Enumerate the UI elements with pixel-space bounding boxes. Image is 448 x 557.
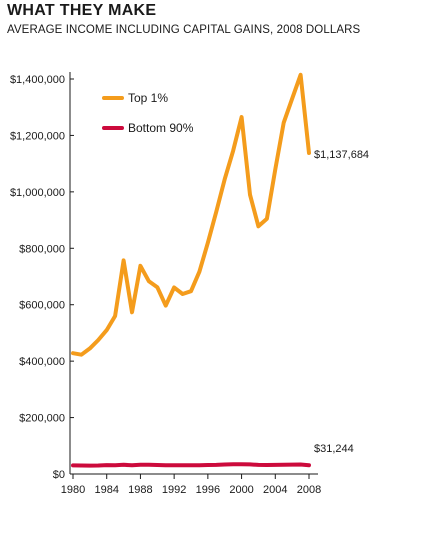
series-line (71, 462, 311, 468)
legend-label: Top 1% (128, 91, 168, 105)
x-tick-label: 1992 (162, 484, 186, 496)
x-tick-label: 2008 (297, 484, 321, 496)
x-tick-label: 2000 (229, 484, 253, 496)
y-tick-label: $400,000 (19, 356, 65, 368)
x-tick-label: 1984 (94, 484, 118, 496)
y-tick-label: $1,000,000 (10, 187, 65, 199)
y-tick-label: $600,000 (19, 300, 65, 312)
y-tick-label: $800,000 (19, 243, 65, 255)
end-value-label: $31,244 (314, 443, 354, 455)
series-line (71, 72, 311, 357)
chart-title: WHAT THEY MAKE (7, 2, 157, 19)
end-value-label: $1,137,684 (314, 149, 369, 161)
y-tick-label: $200,000 (19, 413, 65, 425)
x-tick-label: 1988 (128, 484, 152, 496)
legend-label: Bottom 90% (128, 121, 194, 135)
x-tick-label: 1996 (196, 484, 220, 496)
x-tick-label: 1980 (61, 484, 85, 496)
y-tick-label: $1,200,000 (10, 130, 65, 142)
y-tick-label: $1,400,000 (10, 74, 65, 86)
x-tick-label: 2004 (263, 484, 287, 496)
chart-subtitle: AVERAGE INCOME INCLUDING CAPITAL GAINS, … (7, 24, 361, 36)
y-tick-label: $0 (53, 469, 65, 481)
